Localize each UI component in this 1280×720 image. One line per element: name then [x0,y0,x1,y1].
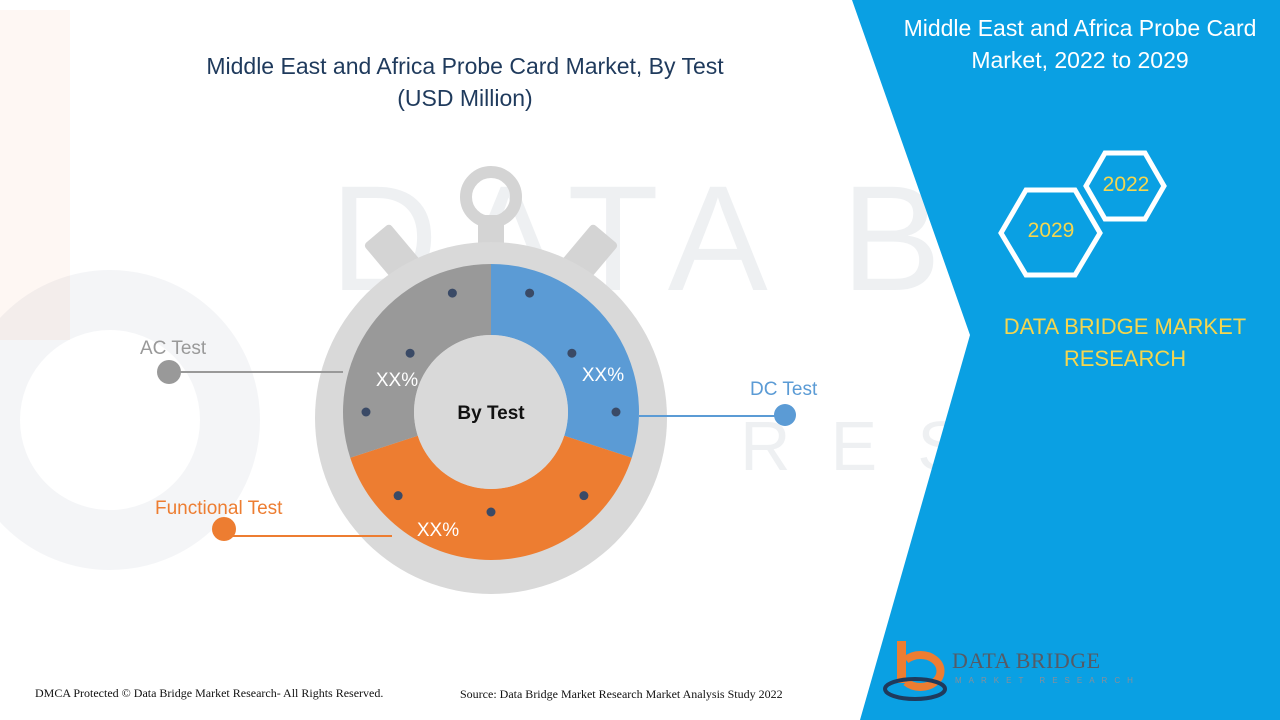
chart-title-line2: (USD Million) [397,85,533,111]
year-start: 2022 [1102,173,1150,196]
category-label: AC Test [140,338,207,359]
sidebar-brand-line1: DATA BRIDGE MARKET [1003,314,1247,339]
chart-title: Middle East and Africa Probe Card Market… [150,50,780,114]
logo-name: DATA BRIDGE [952,648,1101,673]
slice-percent-label: XX% [582,365,624,386]
sidebar-background [852,0,1280,720]
ring-dot [525,288,535,298]
ring-dot [393,491,403,501]
logo-tagline: MARKET RESEARCH [955,676,1140,685]
category-label: DC Test [750,379,818,400]
ring-dot [611,407,621,417]
hexagon-2022 [1083,150,1167,222]
ring-dot [486,507,496,517]
hexagon-2029 [998,187,1103,278]
ring-dot [579,491,589,501]
slice-dc-test [491,264,640,458]
center-label: By Test [457,403,525,424]
sidebar-brand: DATA BRIDGE MARKET RESEARCH [960,311,1280,375]
ring-dot [447,288,457,298]
sidebar-title-line1: Middle East and Africa Probe Card [903,15,1257,41]
slice-percent-label: XX% [376,370,418,391]
legend-dot [212,517,236,541]
donut-hole [414,335,568,489]
sidebar-brand-line2: RESEARCH [1063,346,1187,371]
slice-ac-test [342,264,491,458]
ring-dot [405,348,415,358]
chart-title-line1: Middle East and Africa Probe Card Market… [206,53,724,79]
year-end: 2029 [1027,219,1075,242]
ring-dot [567,348,577,358]
category-label: Functional Test [155,498,283,519]
footer-source: Source: Data Bridge Market Research Mark… [460,687,783,701]
legend-dot [157,360,181,384]
footer-copyright: DMCA Protected © Data Bridge Market Rese… [35,686,384,700]
legend-dot [774,404,796,426]
slice-percent-label: XX% [417,520,459,541]
ring-dot [361,407,371,417]
logo-icon [883,641,947,701]
slice-functional-test [350,435,632,561]
sidebar-title: Middle East and Africa Probe Card Market… [880,12,1280,76]
stopwatch-crown-stem [478,215,504,245]
sidebar-title-line2: Market, 2022 to 2029 [971,47,1189,73]
